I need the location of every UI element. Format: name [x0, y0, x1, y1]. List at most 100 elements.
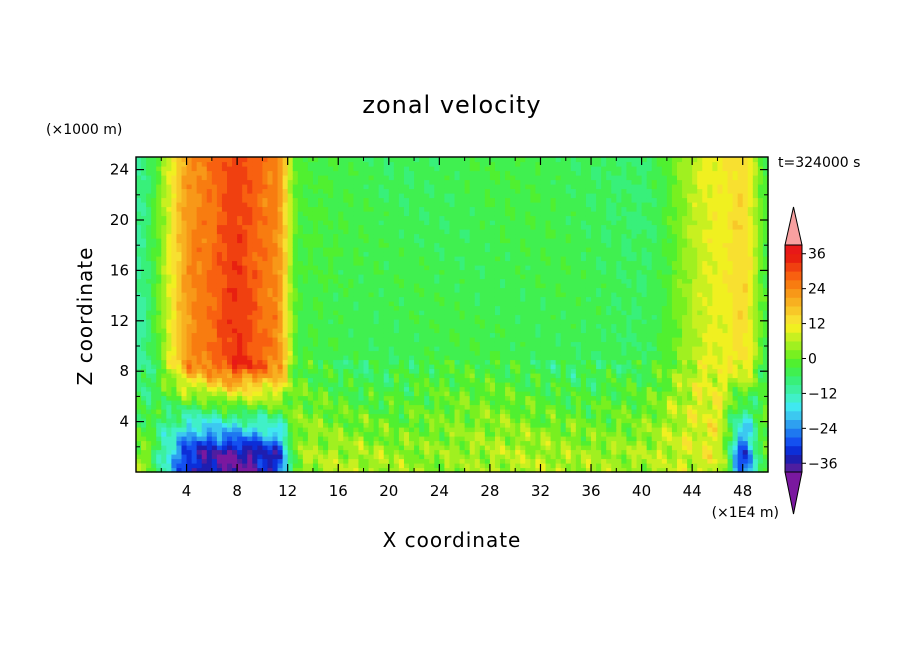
field-cell: [176, 463, 183, 469]
field-cell: [323, 431, 329, 437]
field-cell: [479, 251, 486, 257]
field-cell: [282, 238, 289, 244]
field-cell: [196, 400, 203, 406]
field-cell: [312, 463, 319, 469]
field-cell: [393, 206, 400, 212]
field-cell: [151, 242, 157, 248]
field-cell: [267, 364, 274, 370]
field-cell: [368, 265, 375, 271]
field-cell: [282, 274, 289, 280]
field-cell: [464, 328, 471, 334]
field-cell: [176, 449, 183, 455]
field-cell: [252, 175, 258, 181]
field-cell: [464, 436, 471, 442]
field-cell: [449, 395, 456, 401]
field-cell: [267, 197, 274, 203]
field-cell: [307, 458, 314, 464]
field-cell: [363, 422, 370, 428]
field-cell: [348, 206, 355, 212]
field-cell: [146, 247, 152, 253]
field-cell: [141, 445, 147, 451]
field-cell: [479, 341, 486, 347]
field-cell: [393, 269, 400, 275]
field-cell: [434, 157, 440, 163]
field-cell: [474, 332, 481, 338]
field-cell: [454, 328, 461, 334]
field-cell: [272, 247, 279, 253]
field-cell: [181, 382, 188, 388]
field-cell: [328, 184, 334, 190]
field-cell: [282, 323, 289, 329]
field-cell: [171, 341, 178, 347]
field-cell: [479, 197, 486, 203]
field-cell: [277, 238, 284, 244]
field-cell: [227, 211, 233, 217]
field-cell: [383, 404, 390, 410]
field-cell: [146, 386, 152, 392]
field-cell: [323, 386, 329, 392]
field-cell: [373, 211, 380, 217]
field-cell: [449, 454, 456, 460]
field-cell: [383, 413, 390, 419]
field-cell: [358, 341, 365, 347]
field-cell: [403, 179, 410, 185]
field-cell: [232, 431, 238, 437]
field-cell: [166, 413, 172, 419]
field-cell: [333, 377, 339, 383]
field-cell: [403, 328, 410, 334]
field-cell: [136, 364, 142, 370]
field-cell: [176, 458, 183, 464]
field-cell: [444, 197, 451, 203]
field-cell: [388, 364, 395, 370]
field-cell: [292, 350, 299, 356]
field-cell: [232, 193, 238, 199]
field-cell: [489, 170, 496, 176]
field-cell: [141, 229, 147, 235]
field-cell: [176, 292, 183, 298]
field-cell: [146, 157, 152, 163]
field-cell: [277, 337, 284, 343]
field-cell: [393, 233, 400, 239]
field-cell: [414, 328, 420, 334]
field-cell: [444, 458, 451, 464]
field-cell: [267, 332, 274, 338]
field-cell: [434, 436, 440, 442]
field-cell: [201, 269, 208, 275]
field-cell: [211, 418, 218, 424]
field-cell: [141, 314, 147, 320]
field-cell: [434, 346, 440, 352]
field-cell: [449, 211, 456, 217]
field-cell: [383, 157, 390, 163]
field-cell: [373, 395, 380, 401]
field-cell: [403, 197, 410, 203]
field-cell: [292, 364, 299, 370]
field-cell: [141, 256, 147, 262]
field-cell: [211, 467, 218, 473]
field-cell: [297, 274, 304, 280]
field-cell: [146, 373, 152, 379]
field-cell: [429, 355, 435, 361]
field-cell: [424, 314, 430, 320]
field-cell: [388, 197, 395, 203]
field-cell: [186, 224, 193, 230]
field-cell: [429, 391, 435, 397]
field-cell: [353, 278, 360, 284]
field-cell: [439, 206, 446, 212]
field-cell: [383, 445, 390, 451]
field-cell: [474, 265, 481, 271]
field-cell: [414, 274, 420, 280]
field-cell: [216, 328, 223, 334]
field-cell: [469, 400, 476, 406]
field-cell: [307, 287, 314, 293]
field-cell: [151, 247, 157, 253]
field-cell: [151, 364, 157, 370]
field-cell: [474, 310, 481, 316]
field-cell: [489, 463, 496, 469]
field-cell: [297, 238, 304, 244]
field-cell: [353, 332, 360, 338]
field-cell: [166, 404, 172, 410]
field-cell: [287, 337, 294, 343]
field-cell: [338, 188, 344, 194]
field-cell: [201, 179, 208, 185]
field-cell: [439, 328, 446, 334]
